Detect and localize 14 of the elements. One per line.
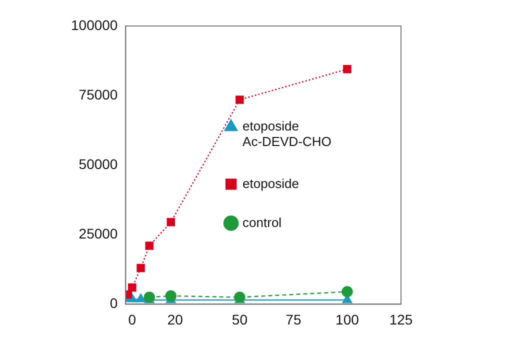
x-tick-label: 100 <box>336 311 360 328</box>
y-tick-label: 0 <box>110 295 118 312</box>
legend-label: etoposide Ac-DEVD-CHO <box>242 118 332 150</box>
legend-label: control <box>242 214 282 230</box>
x-tick-label: 125 <box>389 311 413 328</box>
y-tick-label: 50000 <box>78 156 118 172</box>
legend-label: etoposide <box>242 176 299 191</box>
x-tick-label: 50 <box>232 311 248 328</box>
y-tick-label: 75000 <box>78 86 118 102</box>
y-tick-label: 100000 <box>71 16 118 33</box>
x-tick-label: 20 <box>167 311 184 328</box>
y-tick-label: 25000 <box>78 226 118 242</box>
x-tick-label: 75 <box>286 311 302 328</box>
x-tick-label: 0 <box>128 311 136 328</box>
